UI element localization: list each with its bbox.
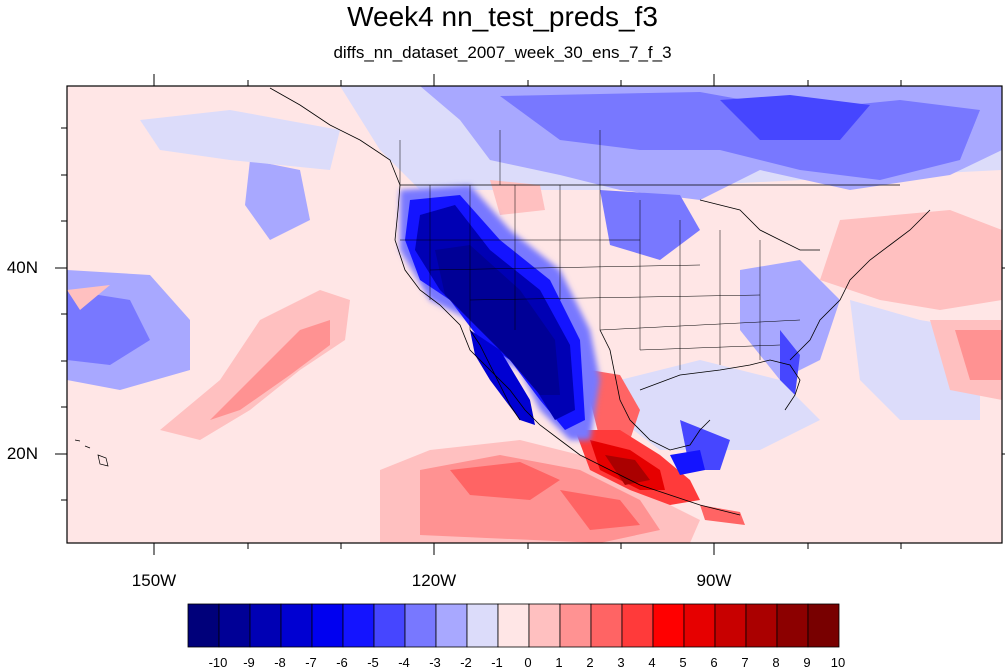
colorbar-label: 6 <box>710 655 718 670</box>
colorbar-label: 1 <box>555 655 563 670</box>
colorbar-label: -9 <box>243 655 255 670</box>
colorbar-swatch <box>218 603 251 648</box>
colorbar-swatch <box>404 603 437 648</box>
coastlines <box>269 87 931 516</box>
colorbar-label: 2 <box>586 655 594 670</box>
colorbar-label: 7 <box>741 655 749 670</box>
colorbar-swatch <box>466 603 499 648</box>
state-boundaries <box>399 130 801 370</box>
colorbar-label: -10 <box>208 655 228 670</box>
map-subtitle: diffs_nn_dataset_2007_week_30_ens_7_f_3 <box>333 43 672 62</box>
colorbar-swatch <box>621 603 654 648</box>
lon-label-150w: 150W <box>131 571 177 590</box>
colorbar-swatch <box>683 603 716 648</box>
colorbar-label: 3 <box>617 655 625 670</box>
colorbar-swatch <box>745 603 778 648</box>
colorbar-label: -2 <box>460 655 472 670</box>
colorbar-swatch <box>249 603 282 648</box>
page-title: Week4 nn_test_preds_f3 <box>347 1 658 32</box>
colorbar-label: -7 <box>305 655 317 670</box>
colorbar-swatch <box>187 603 220 648</box>
colorbar-swatch <box>528 603 561 648</box>
colorbar-swatch <box>652 603 685 648</box>
colorbar-label: 9 <box>803 655 811 670</box>
colorbar-swatch <box>714 603 747 648</box>
colorbar-label: 10 <box>830 655 846 670</box>
colorbar-swatch <box>776 603 809 648</box>
colorbar-swatch <box>373 603 406 648</box>
lon-label-120w: 120W <box>411 571 457 590</box>
lat-label-40n: 40N <box>6 258 38 277</box>
colorbar-label: -1 <box>491 655 503 670</box>
colorbar-swatch <box>590 603 623 648</box>
colorbar-label: -3 <box>429 655 441 670</box>
colorbar-swatch <box>280 603 313 648</box>
colorbar-swatch <box>342 603 375 648</box>
colorbar-label: -6 <box>336 655 348 670</box>
colorbar-swatch <box>435 603 468 648</box>
colorbar-label: 5 <box>679 655 687 670</box>
colorbar-label: -4 <box>398 655 410 670</box>
colorbar-label: 4 <box>648 655 656 670</box>
colorbar-label: -8 <box>274 655 286 670</box>
colorbar-label: 8 <box>772 655 780 670</box>
lat-label-20n: 20N <box>6 444 38 463</box>
colorbar-swatch <box>497 603 530 648</box>
colorbar-swatch <box>311 603 344 648</box>
anomaly-field <box>67 86 1002 543</box>
axis-ticks <box>55 74 1005 555</box>
lon-label-90w: 90W <box>696 571 732 590</box>
colorbar-swatch <box>807 603 840 648</box>
colorbar-swatch <box>559 603 592 648</box>
colorbar-label: -5 <box>367 655 379 670</box>
hawaii-islands <box>74 439 109 467</box>
colorbar-label: 0 <box>524 655 532 670</box>
